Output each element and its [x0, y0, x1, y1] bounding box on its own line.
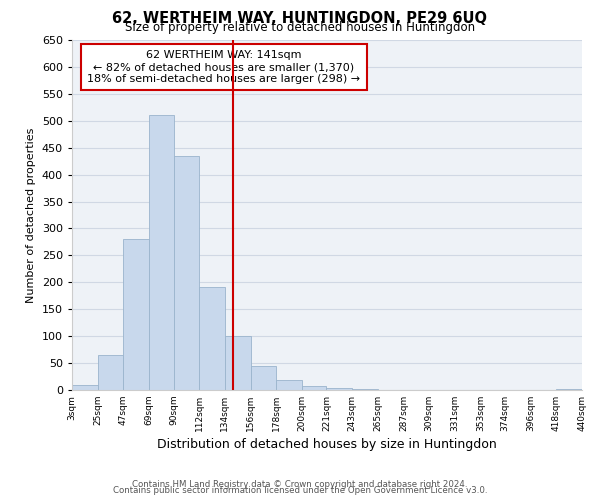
Y-axis label: Number of detached properties: Number of detached properties	[26, 128, 36, 302]
Text: Contains public sector information licensed under the Open Government Licence v3: Contains public sector information licen…	[113, 486, 487, 495]
Bar	[251, 366, 276, 390]
Bar	[276, 380, 302, 390]
Bar	[98, 355, 124, 390]
Text: 62 WERTHEIM WAY: 141sqm
← 82% of detached houses are smaller (1,370)
18% of semi: 62 WERTHEIM WAY: 141sqm ← 82% of detache…	[88, 50, 361, 84]
Bar	[225, 336, 251, 390]
Text: Contains HM Land Registry data © Crown copyright and database right 2024.: Contains HM Land Registry data © Crown c…	[132, 480, 468, 489]
Bar	[199, 286, 225, 390]
Bar	[149, 116, 173, 390]
Bar	[72, 384, 98, 390]
Bar	[302, 386, 326, 390]
Text: 62, WERTHEIM WAY, HUNTINGDON, PE29 6UQ: 62, WERTHEIM WAY, HUNTINGDON, PE29 6UQ	[113, 11, 487, 26]
Bar	[556, 389, 582, 390]
Text: Size of property relative to detached houses in Huntingdon: Size of property relative to detached ho…	[125, 22, 475, 35]
Bar	[326, 388, 352, 390]
Bar	[124, 239, 149, 390]
X-axis label: Distribution of detached houses by size in Huntingdon: Distribution of detached houses by size …	[157, 438, 497, 451]
Bar	[173, 156, 199, 390]
